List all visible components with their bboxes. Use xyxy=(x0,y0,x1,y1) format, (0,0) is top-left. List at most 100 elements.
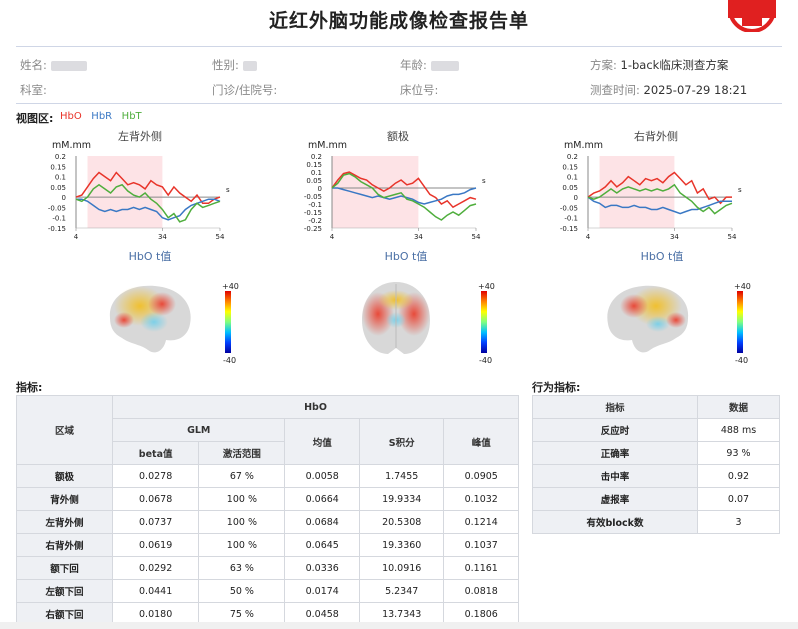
y-tick-label: 0.1 xyxy=(311,169,322,177)
cell-value: 3 xyxy=(697,510,780,534)
series-line-hbt xyxy=(587,183,733,215)
table-row: 正确率 93 % xyxy=(532,441,780,465)
header-beta: beta值 xyxy=(111,441,200,465)
colorbar xyxy=(225,291,231,353)
y-tick-label: 0.05 xyxy=(50,184,66,192)
cell-peak: 0.1037 xyxy=(443,533,519,557)
brain-front-image xyxy=(362,282,430,354)
x-tick-label: 4 xyxy=(586,233,591,241)
cell-peak: 0.1032 xyxy=(443,487,519,511)
header-hbo: HbO xyxy=(111,395,520,419)
header-peak: 峰值 xyxy=(443,418,519,465)
y-tick-label: -0.2 xyxy=(308,217,322,225)
colorbar-min: -40 xyxy=(223,356,237,365)
cell-region: 额极 xyxy=(16,464,113,488)
header-region: 区域 xyxy=(16,395,113,465)
header-data: 数据 xyxy=(697,395,780,419)
y-tick-label: -0.1 xyxy=(308,201,322,209)
series-line-hbo xyxy=(331,171,477,209)
cell-peak: 0.0818 xyxy=(443,579,519,603)
divider xyxy=(16,46,782,47)
cell-region: 左额下回 xyxy=(16,579,113,603)
table-row: 反应时 488 ms xyxy=(532,418,780,442)
cell-value: 0.07 xyxy=(697,487,780,511)
colorbar-max: +40 xyxy=(478,282,495,291)
cell-beta: 0.0278 xyxy=(111,464,200,488)
age-field: 年龄: xyxy=(400,57,459,73)
chart-left-dlpfc: 0.2 0.15 0.1 0.05 0 -0.05 -0.1 -0.15 s 4 34 54 xyxy=(48,153,230,241)
cell-mean: 0.0174 xyxy=(284,579,360,603)
table-row: 左背外侧 0.0737 100 % 0.0684 20.5308 0.1214 xyxy=(16,510,519,534)
header-s: S积分 xyxy=(358,418,445,465)
tval-label: HbO t值 xyxy=(640,250,684,263)
cell-s: 19.3360 xyxy=(358,533,445,557)
header-index: 指标 xyxy=(532,395,698,419)
unit-label: mM.mm xyxy=(308,140,347,151)
table-row: 额下回 0.0292 63 % 0.0336 10.0916 0.1161 xyxy=(16,556,519,580)
colorbar-max: +40 xyxy=(734,282,751,291)
cell-region: 右背外侧 xyxy=(16,533,113,557)
cell-s: 19.9334 xyxy=(358,487,445,511)
cell-mean: 0.0336 xyxy=(284,556,360,580)
indices-table: 区域 HbO GLM 均值 S积分 峰值 beta值 激活范围 额极 0.0278… xyxy=(16,395,520,626)
gender-field: 性别: xyxy=(212,57,257,73)
indices-label: 指标: xyxy=(16,381,43,394)
y-tick-label: 0 xyxy=(574,194,578,202)
x-unit-label: s xyxy=(738,186,742,194)
y-tick-label: 0 xyxy=(318,185,322,193)
header-range: 激活范围 xyxy=(198,441,286,465)
unit-label: mM.mm xyxy=(564,140,603,151)
task-block-shade xyxy=(599,156,675,228)
colorbar xyxy=(737,291,743,353)
cell-s: 1.7455 xyxy=(358,464,445,488)
y-tick-label: -0.25 xyxy=(304,225,322,233)
cell-beta: 0.0678 xyxy=(111,487,200,511)
y-tick-label: -0.1 xyxy=(564,215,578,223)
y-tick-label: -0.15 xyxy=(48,225,66,233)
y-tick-label: -0.05 xyxy=(304,193,322,201)
chart-title-left: 左背外侧 xyxy=(118,130,162,143)
cell-mean: 0.0684 xyxy=(284,510,360,534)
cell-mean: 0.0664 xyxy=(284,487,360,511)
y-tick-label: 0.1 xyxy=(567,174,578,182)
x-tick-label: 54 xyxy=(216,233,225,241)
cell-beta: 0.0292 xyxy=(111,556,200,580)
cell-range: 100 % xyxy=(198,510,286,534)
y-tick-label: 0.15 xyxy=(50,163,66,171)
y-tick-label: 0.2 xyxy=(55,153,66,161)
brain-right-image xyxy=(607,285,689,353)
chart-frontal-pole: 0.20.150.10.050-0.05-0.1-0.15-0.2-0.25 s 4… xyxy=(304,153,486,241)
x-tick-label: 34 xyxy=(670,233,679,241)
cell-range: 67 % xyxy=(198,464,286,488)
dept-field: 科室: xyxy=(20,83,47,97)
divider xyxy=(16,103,782,104)
x-unit-label: s xyxy=(482,177,486,185)
y-tick-label: 0.2 xyxy=(311,153,322,161)
colorbar-min: -40 xyxy=(479,356,493,365)
x-tick-label: 4 xyxy=(74,233,79,241)
cell-peak: 0.0905 xyxy=(443,464,519,488)
series-line-hbt xyxy=(75,183,221,223)
y-tick-label: 0.15 xyxy=(562,163,578,171)
y-tick-label: 0 xyxy=(62,194,66,202)
y-tick-label: -0.15 xyxy=(560,225,578,233)
behavior-table: 指标 数据 反应时 488 ms 正确率 93 % 击中率 0.92 虚报率 0.07 有效bl… xyxy=(532,395,780,534)
chart-title-right: 右背外侧 xyxy=(634,130,678,143)
y-tick-label: -0.05 xyxy=(48,204,66,212)
cell-region: 右额下回 xyxy=(16,602,113,626)
cell-range: 50 % xyxy=(198,579,286,603)
cell-name: 反应时 xyxy=(532,418,698,442)
y-tick-label: -0.05 xyxy=(560,204,578,212)
id-field: 门诊/住院号: xyxy=(212,83,278,97)
cell-peak: 0.1214 xyxy=(443,510,519,534)
x-tick-label: 54 xyxy=(728,233,737,241)
x-unit-label: s xyxy=(226,186,230,194)
y-tick-label: 0.2 xyxy=(567,153,578,161)
horizontal-scrollbar[interactable] xyxy=(0,622,798,629)
table-row: 虚报率 0.07 xyxy=(532,487,780,511)
legend-hbr: HbR xyxy=(91,111,113,122)
x-tick-label: 54 xyxy=(472,233,481,241)
name-field: 姓名: xyxy=(20,57,87,73)
series-line-hbt xyxy=(331,172,477,221)
header-glm: GLM xyxy=(111,418,286,442)
